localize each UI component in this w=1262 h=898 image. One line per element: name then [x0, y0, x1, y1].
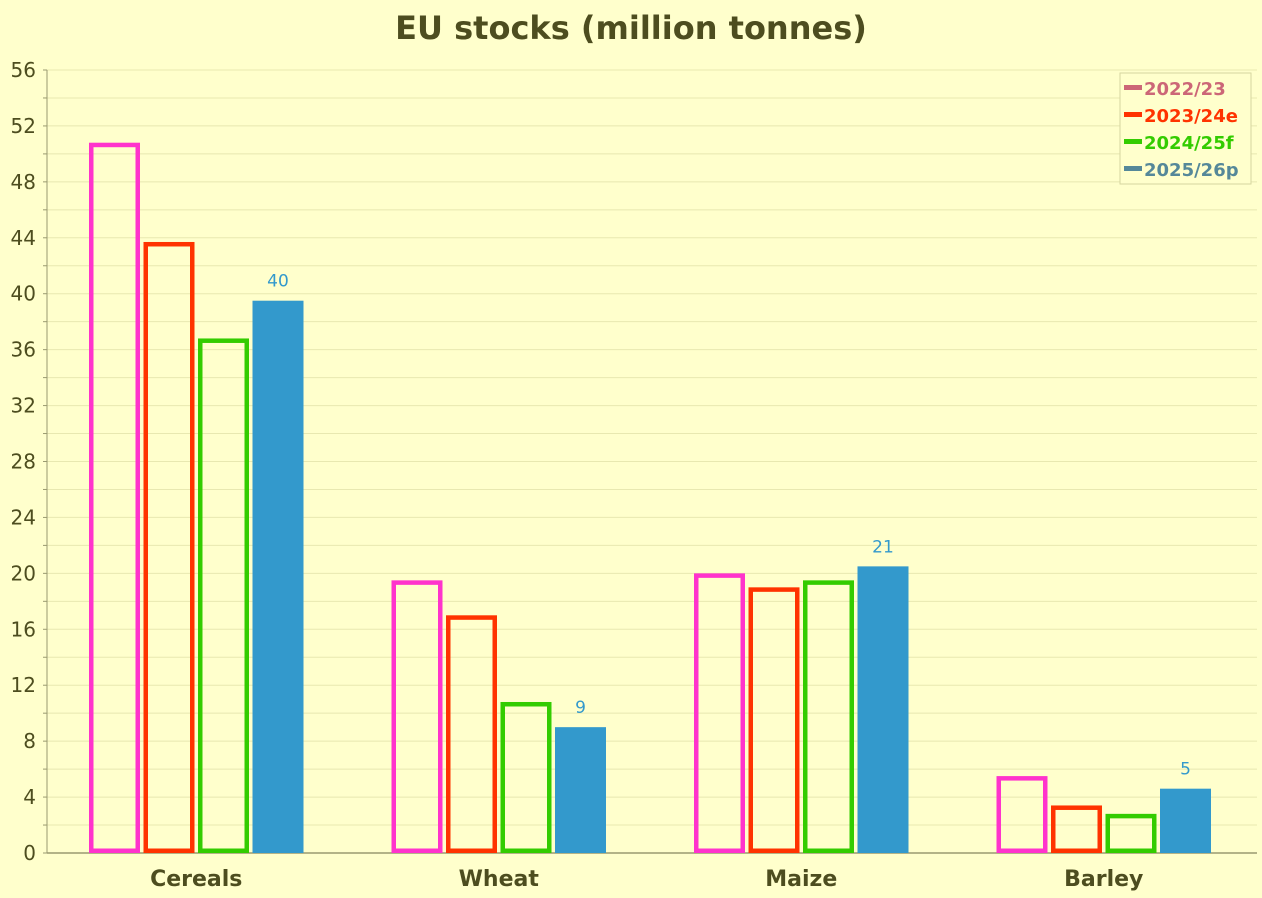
legend-label: 2023/24e [1144, 106, 1238, 127]
y-tick-label: 32 [11, 394, 36, 418]
legend-label: 2024/25f [1144, 133, 1234, 154]
y-tick-label: 40 [11, 282, 36, 306]
x-tick-label-wheat: Wheat [459, 867, 540, 892]
y-tick-label: 36 [11, 338, 36, 362]
data-label: 21 [872, 537, 894, 557]
bar-2023-24e-cereals [143, 241, 195, 854]
bar-2024-25f-cereals [198, 338, 249, 853]
y-tick-label: 48 [11, 170, 36, 194]
bar-2024-25f-wheat [500, 701, 552, 853]
data-label: 5 [1180, 760, 1191, 780]
x-tick-label-barley: Barley [1064, 867, 1143, 892]
bar-2025-26p-wheat [555, 727, 606, 853]
bar-2024-25f-barley [1105, 813, 1157, 853]
legend-label: 2022/23 [1144, 79, 1226, 100]
grid-lines [47, 69, 1257, 854]
bar-2023-24e-barley [1051, 805, 1102, 853]
bar-2025-26p-cereals [252, 300, 304, 854]
legend: 2022/23 2023/24e 2024/25f 2025/26p [1119, 72, 1252, 185]
y-tick-label: 20 [11, 561, 36, 585]
y-tick-label: 4 [23, 785, 36, 809]
y-tick-label: 0 [23, 841, 36, 865]
bar-2022-23-maize [694, 573, 745, 853]
legend-swatch [1124, 166, 1142, 171]
y-tick-label: 8 [23, 729, 36, 753]
y-tick-label: 16 [11, 617, 36, 641]
data-label: 9 [575, 698, 586, 718]
y-tick-label: 12 [11, 673, 36, 697]
bar-2025-26p-barley [1160, 788, 1211, 853]
bars [89, 142, 1211, 854]
y-tick-label: 28 [11, 450, 36, 474]
x-tick-label-cereals: Cereals [150, 867, 242, 892]
legend-swatch [1124, 112, 1142, 117]
legend-label: 2025/26p [1144, 160, 1239, 181]
y-tick-label: 56 [11, 58, 36, 82]
chart-title: EU stocks (million tonnes) [395, 9, 867, 47]
y-tick-label: 24 [11, 505, 36, 529]
y-tick-label: 44 [11, 226, 36, 250]
bar-2022-23-barley [996, 776, 1048, 853]
data-labels: 40 9 21 5 [267, 272, 1191, 780]
legend-swatch [1124, 139, 1142, 144]
y-tick-label: 52 [11, 114, 36, 138]
legend-swatch [1124, 85, 1142, 90]
legend-box [1119, 72, 1252, 185]
bar-2025-26p-maize [857, 566, 909, 853]
data-label: 40 [267, 272, 289, 292]
bar-2022-23-cereals [89, 142, 140, 853]
bar-2023-24e-maize [748, 587, 800, 853]
bar-2024-25f-maize [803, 580, 854, 853]
bar-2022-23-wheat [391, 580, 443, 853]
bar-2023-24e-wheat [446, 615, 497, 854]
x-tick-label-maize: Maize [765, 867, 837, 892]
